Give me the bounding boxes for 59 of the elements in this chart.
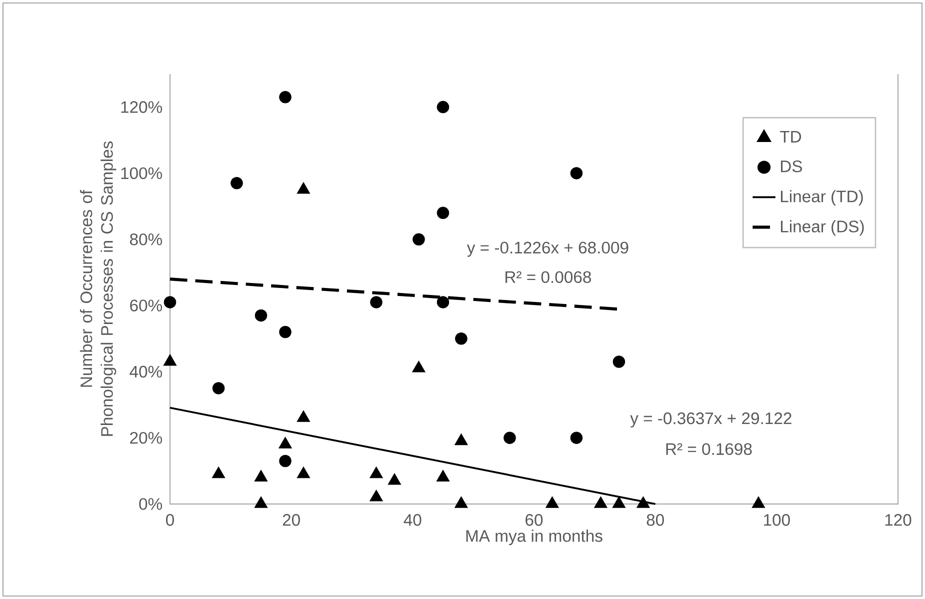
point <box>436 470 450 482</box>
y-tick-label: 80% <box>130 233 162 246</box>
x-tick-label: 80 <box>646 514 664 526</box>
point <box>412 233 425 246</box>
point <box>636 496 650 508</box>
x-tick-label: 120 <box>885 514 912 526</box>
point <box>436 296 450 308</box>
x-tick-label: 0 <box>166 514 174 526</box>
x-tick-label: 60 <box>526 514 543 526</box>
legend-label: Linear (TD) <box>780 190 863 206</box>
point <box>454 434 468 446</box>
point <box>594 496 608 508</box>
point <box>370 296 382 308</box>
point <box>212 466 226 478</box>
legend-label: Linear (DS) <box>780 220 864 236</box>
point <box>752 496 766 508</box>
y-tick-label: 20% <box>130 432 162 444</box>
point <box>278 436 292 448</box>
y-tick-label: 120% <box>121 101 162 113</box>
point <box>296 410 310 422</box>
point <box>455 332 468 345</box>
y-tick-label: 40% <box>130 366 162 378</box>
point <box>388 473 402 485</box>
point <box>164 296 176 308</box>
point <box>570 432 583 444</box>
point <box>612 496 626 508</box>
y-tick-label: 100% <box>121 167 162 180</box>
point <box>212 382 225 394</box>
legend-label: TD <box>780 131 802 142</box>
point <box>454 496 468 508</box>
point <box>570 167 583 180</box>
point <box>546 496 559 508</box>
point <box>370 490 383 502</box>
annotation: R² = 0.0068 <box>506 271 591 283</box>
y-axis-title: Number of Occurrences of Phonological Processes in CS Samples <box>80 141 116 436</box>
point <box>504 432 516 444</box>
point <box>370 466 383 478</box>
point <box>612 356 626 368</box>
point <box>254 309 268 322</box>
point <box>163 354 177 366</box>
point <box>436 206 450 220</box>
point <box>279 91 292 104</box>
y-tick-label: 60% <box>130 300 162 312</box>
point <box>230 177 243 190</box>
x-tick-label: 20 <box>282 514 300 526</box>
point <box>254 470 268 482</box>
x-tick-label: 100 <box>764 514 790 526</box>
point <box>296 466 310 478</box>
legend-label: DS <box>780 160 802 172</box>
point <box>279 326 292 338</box>
point <box>254 496 268 508</box>
y-tick-label: 0% <box>139 498 162 510</box>
x-tick-label: 40 <box>404 514 422 526</box>
x-axis-title: MA mya in months <box>466 530 602 546</box>
annotation: y = -0.1226x + 68.009 <box>466 242 628 257</box>
point <box>412 360 426 372</box>
point <box>436 100 450 114</box>
annotation: R² = 0.1698 <box>666 443 752 455</box>
annotation: y = -0.3637x + 29.122 <box>630 412 792 428</box>
